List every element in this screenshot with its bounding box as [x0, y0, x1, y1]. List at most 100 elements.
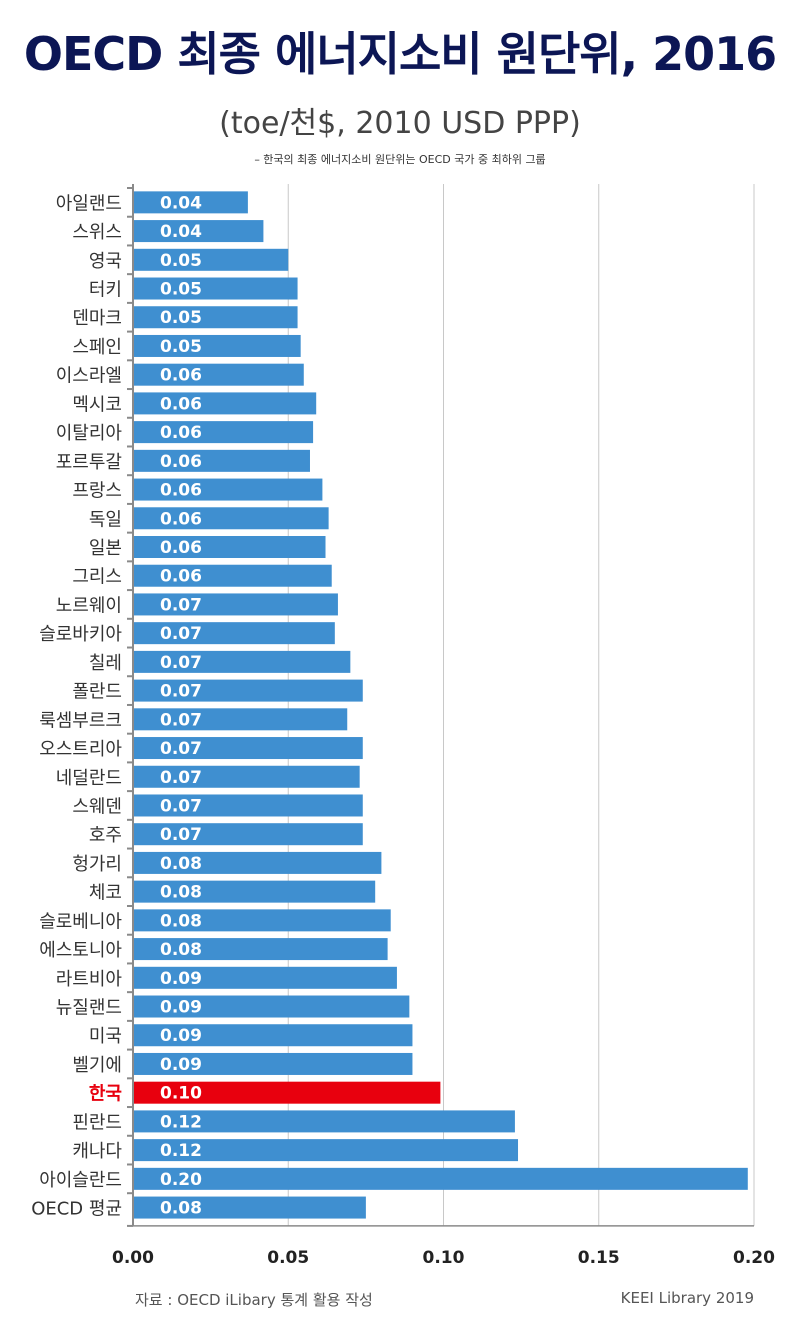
category-label: 슬로베니아	[39, 911, 122, 932]
bar	[134, 449, 310, 472]
bar	[134, 1196, 366, 1219]
category-label: 라트비아	[56, 969, 123, 990]
data-label: 0.07	[160, 825, 202, 845]
bar	[134, 966, 397, 989]
category-label: 슬로바키아	[39, 624, 122, 645]
data-label: 0.09	[160, 1026, 202, 1046]
data-label: 0.09	[160, 969, 202, 989]
category-label: 캐나다	[72, 1141, 122, 1162]
data-label: 0.20	[160, 1170, 202, 1190]
category-label: 독일	[89, 509, 122, 530]
bar	[134, 794, 363, 817]
data-label: 0.12	[160, 1112, 202, 1132]
category-label: 일본	[89, 538, 122, 559]
category-label: 스위스	[72, 222, 122, 243]
bar	[134, 536, 326, 558]
category-label: 노르웨이	[56, 595, 122, 616]
category-label: 프랑스	[72, 481, 122, 502]
data-label: 0.05	[160, 251, 202, 271]
chart-subtitle: (toe/천$, 2010 USD PPP)	[219, 106, 581, 141]
chart-title: OECD 최종 에너지소비 원단위, 2016	[23, 27, 777, 81]
category-label: 뉴질랜드	[56, 998, 122, 1019]
data-label: 0.07	[160, 739, 202, 759]
data-label: 0.08	[160, 940, 202, 960]
data-label: 0.06	[160, 509, 202, 529]
category-label: 체코	[89, 883, 122, 904]
category-label: 터키	[89, 280, 122, 301]
bar	[134, 622, 335, 645]
bar	[134, 880, 376, 903]
category-label: 그리스	[72, 567, 122, 588]
category-label: 칠레	[89, 653, 122, 674]
x-tick-label: 0.10	[423, 1248, 465, 1268]
data-label: 0.08	[160, 883, 202, 903]
bar	[134, 1052, 413, 1075]
bar	[134, 909, 391, 932]
bar	[134, 392, 317, 415]
data-label: 0.06	[160, 452, 202, 472]
data-label: 0.10	[160, 1084, 202, 1104]
category-label: 한국	[89, 1084, 122, 1105]
x-tick-label: 0.15	[578, 1248, 620, 1268]
bar	[134, 564, 332, 587]
category-label: 아일랜드	[56, 193, 122, 214]
bar	[134, 478, 323, 501]
category-label: 영국	[89, 251, 122, 272]
category-label: 스웨덴	[72, 796, 122, 817]
data-label: 0.06	[160, 481, 202, 501]
bar	[134, 1139, 519, 1162]
category-label: 에스토니아	[39, 940, 122, 961]
category-label: 룩셈부르크	[39, 710, 122, 731]
data-label: 0.07	[160, 682, 202, 702]
credit-note: KEEI Library 2019	[620, 1289, 754, 1307]
bar	[134, 708, 348, 731]
category-label: 이스라엘	[56, 366, 122, 387]
category-label: 헝가리	[72, 854, 122, 875]
category-label: 이탈리아	[56, 423, 123, 444]
category-label: 호주	[89, 825, 122, 846]
data-label: 0.08	[160, 911, 202, 931]
bar	[134, 679, 363, 702]
data-label: 0.05	[160, 280, 202, 300]
bar	[134, 1024, 413, 1047]
bar	[134, 650, 351, 673]
bar	[134, 421, 314, 444]
bar	[134, 765, 360, 788]
data-label: 0.12	[160, 1141, 202, 1161]
bar	[134, 1110, 515, 1133]
bar	[134, 191, 248, 214]
data-label: 0.06	[160, 423, 202, 443]
bar	[134, 507, 329, 530]
bar	[134, 1167, 748, 1190]
category-label: 미국	[89, 1026, 122, 1047]
bar	[134, 823, 363, 846]
data-label: 0.07	[160, 768, 202, 788]
data-label: 0.06	[160, 567, 202, 587]
data-label: 0.07	[160, 653, 202, 673]
x-tick-label: 0.00	[112, 1248, 154, 1268]
bar	[134, 248, 289, 271]
category-label: 벨기에	[72, 1055, 122, 1076]
data-label: 0.05	[160, 308, 202, 328]
category-label: 스페인	[72, 337, 122, 358]
x-tick-label: 0.20	[733, 1248, 775, 1268]
category-label: OECD 평균	[31, 1199, 122, 1220]
data-label: 0.04	[160, 193, 202, 213]
data-label: 0.06	[160, 394, 202, 414]
category-label: 폴란드	[72, 682, 122, 703]
bar	[134, 593, 338, 616]
chart-note: – 한국의 최종 에너지소비 원단위는 OECD 국가 중 최하위 그룹	[254, 153, 546, 166]
category-label: 포르투갈	[56, 452, 122, 473]
bar	[134, 995, 410, 1018]
category-label: 네덜란드	[56, 768, 122, 789]
x-tick-label: 0.05	[267, 1248, 309, 1268]
bar	[134, 851, 382, 874]
data-label: 0.07	[160, 595, 202, 615]
bar	[134, 363, 304, 386]
bar	[134, 737, 363, 760]
bar	[134, 220, 264, 243]
bar	[134, 938, 388, 961]
category-label: 멕시코	[72, 394, 122, 415]
bar	[134, 334, 301, 357]
